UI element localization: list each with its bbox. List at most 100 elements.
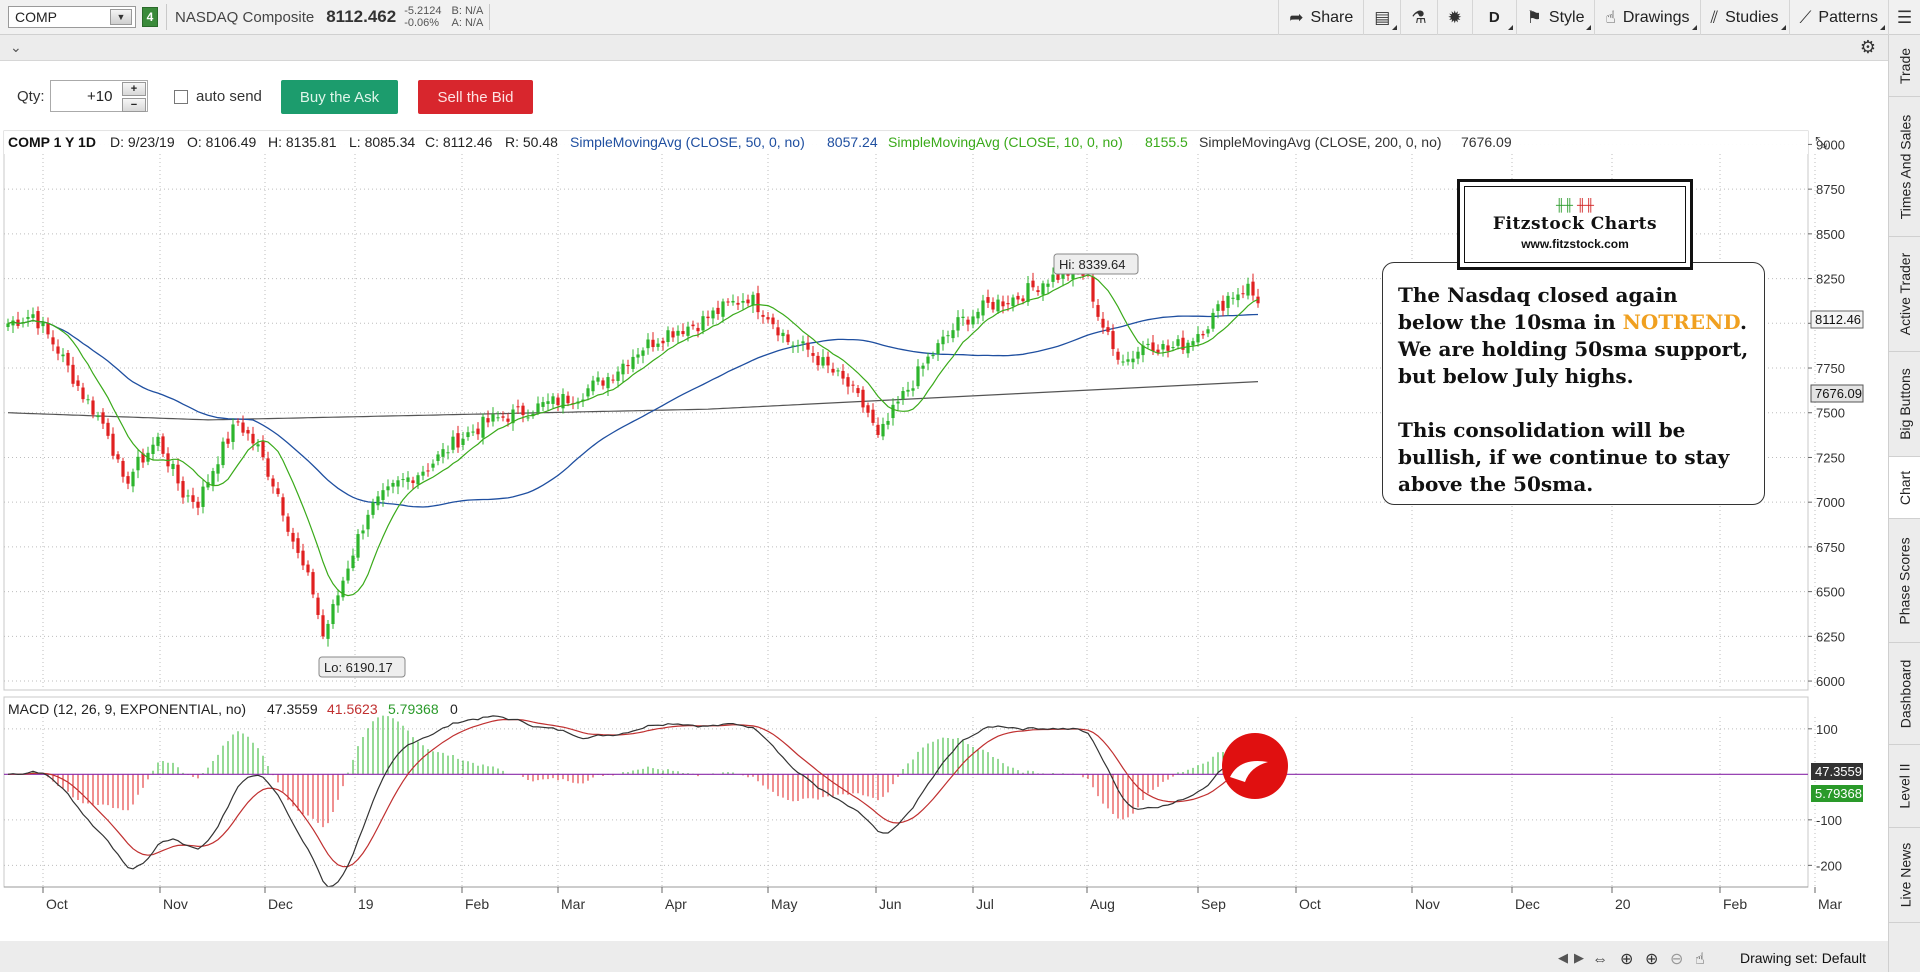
time-tick-label: 20 <box>1615 896 1631 912</box>
aggregation-button[interactable]: D <box>1471 0 1516 35</box>
candle-body <box>121 460 125 477</box>
candle-body <box>151 444 155 454</box>
candle-body <box>846 377 850 387</box>
candle-body <box>871 409 875 423</box>
gear-icon[interactable]: ⚙ <box>1859 37 1876 57</box>
candle-body <box>1191 341 1195 346</box>
autosend-label: auto send <box>196 88 262 105</box>
sma10-label[interactable]: SimpleMovingAvg (CLOSE, 10, 0, no) <box>888 134 1123 150</box>
sma200-label[interactable]: SimpleMovingAvg (CLOSE, 200, 0, no) <box>1199 134 1442 150</box>
scroll-left-icon[interactable]: ◀ <box>1558 950 1568 965</box>
price-tick-label: 6750 <box>1816 540 1845 555</box>
low-readout: L: 8085.34 <box>349 134 415 150</box>
candle-body <box>71 364 75 384</box>
sma50-label[interactable]: SimpleMovingAvg (CLOSE, 50, 0, no) <box>570 134 805 150</box>
candle-body <box>666 330 670 343</box>
macd-grid <box>4 717 1816 887</box>
candle-body <box>1246 283 1250 296</box>
zoom-in-icon[interactable]: ⊕ <box>1645 951 1658 968</box>
candle-body <box>516 406 520 408</box>
expand-icon[interactable]: ⤡ <box>1815 134 1827 151</box>
tab-chart[interactable]: Chart <box>1889 457 1920 519</box>
buy-ask-button[interactable]: Buy the Ask <box>281 80 398 114</box>
sell-bid-button[interactable]: Sell the Bid <box>418 80 533 114</box>
time-tick-label: Feb <box>1723 896 1747 912</box>
patterns-icon: ⟋ <box>1799 7 1812 27</box>
close-readout: C: 8112.46 <box>425 134 493 150</box>
drawings-button[interactable]: ☝ Drawings <box>1594 0 1699 35</box>
candle-body <box>1161 344 1165 350</box>
autosend-toggle[interactable]: auto send <box>174 88 262 105</box>
candle-body <box>601 380 605 386</box>
chart-settings-button[interactable]: ▤ <box>1363 0 1400 35</box>
candle-body <box>191 495 195 502</box>
scroll-right-icon[interactable]: ▶ <box>1574 950 1584 965</box>
tab-phase-scores[interactable]: Phase Scores <box>1889 519 1920 643</box>
minus-icon[interactable]: − <box>122 98 146 112</box>
candle-body <box>356 534 360 558</box>
candle-body <box>361 530 365 534</box>
patterns-button[interactable]: ⟋ Patterns <box>1788 0 1889 35</box>
price-axis: 9000875085008250800077507500725070006750… <box>1808 137 1845 689</box>
candle-body <box>841 370 845 379</box>
candle-body <box>506 418 510 422</box>
candle-body <box>906 389 910 392</box>
macd-label[interactable]: MACD (12, 26, 9, EXPONENTIAL, no) <box>8 701 246 717</box>
candle-body <box>1031 280 1035 288</box>
candle-body <box>1026 283 1030 302</box>
time-tick-label: Nov <box>163 896 188 912</box>
qty-stepper[interactable]: + − <box>122 82 146 112</box>
time-tick-label: Nov <box>1415 896 1440 912</box>
candle-body <box>1046 283 1050 287</box>
hand-icon[interactable]: ☝ <box>1695 951 1705 968</box>
time-tick-label: May <box>771 896 797 912</box>
candle-body <box>451 436 455 450</box>
candle-body <box>61 354 65 357</box>
candle-body <box>831 368 835 373</box>
sma50-path <box>7 313 1259 508</box>
candle-body <box>731 300 735 303</box>
time-tick-label: Oct <box>1299 896 1321 912</box>
studies-button[interactable]: ⫽ Studies <box>1699 0 1789 35</box>
candle-body <box>886 420 890 425</box>
candle-body <box>491 414 495 422</box>
drawing-set-label[interactable]: Drawing set: Default <box>1740 950 1866 966</box>
tab-level-ii[interactable]: Level II <box>1889 745 1920 828</box>
macd-diff: 5.79368 <box>388 701 439 717</box>
chevron-down-icon[interactable]: ⌄ <box>10 39 22 55</box>
tab-big-buttons[interactable]: Big Buttons <box>1889 352 1920 457</box>
pan-icon[interactable]: ⇔ <box>1592 951 1608 968</box>
flask-button[interactable]: ⚗ <box>1400 0 1436 35</box>
candle-body <box>126 476 130 484</box>
style-button[interactable]: ⚑ Style <box>1515 0 1595 35</box>
menu-button[interactable]: ☰ <box>1888 0 1920 35</box>
chevron-down-icon[interactable]: ▼ <box>110 9 132 25</box>
crosshair-icon[interactable]: ⊕ <box>1620 951 1633 968</box>
autosend-checkbox[interactable] <box>174 89 188 104</box>
sma200-value: 7676.09 <box>1461 134 1512 150</box>
candle-body <box>11 320 15 326</box>
candle-body <box>1101 318 1105 328</box>
symbol-selector[interactable]: COMP ▼ <box>8 6 136 28</box>
candle-body <box>801 341 805 344</box>
tab-dashboard[interactable]: Dashboard <box>1889 643 1920 745</box>
candle-body <box>116 454 120 460</box>
candle-body <box>526 417 530 419</box>
tab-live-news[interactable]: Live News <box>1889 828 1920 923</box>
tab-trade[interactable]: Trade <box>1889 35 1920 97</box>
share-button[interactable]: ➦ Share <box>1278 0 1363 35</box>
tab-times-and-sales[interactable]: Times And Sales <box>1889 97 1920 237</box>
candle-body <box>746 299 750 304</box>
candle-body <box>641 350 645 356</box>
zoom-out-icon[interactable]: ⊖ <box>1670 951 1683 968</box>
setup-button[interactable]: ✹ <box>1436 0 1472 35</box>
candle-body <box>501 416 505 418</box>
candle-body <box>1181 337 1185 350</box>
tab-active-trader[interactable]: Active Trader <box>1889 237 1920 352</box>
link-group-badge[interactable]: 4 <box>142 7 158 27</box>
candle-body <box>1176 339 1180 346</box>
range-readout: R: 50.48 <box>505 134 558 150</box>
plus-icon[interactable]: + <box>122 82 146 96</box>
candle-body <box>891 404 895 419</box>
candle-body <box>211 471 215 486</box>
